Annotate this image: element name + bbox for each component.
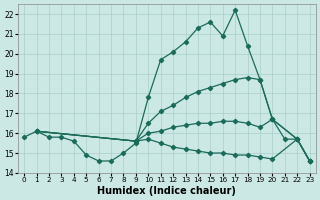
X-axis label: Humidex (Indice chaleur): Humidex (Indice chaleur) — [98, 186, 236, 196]
